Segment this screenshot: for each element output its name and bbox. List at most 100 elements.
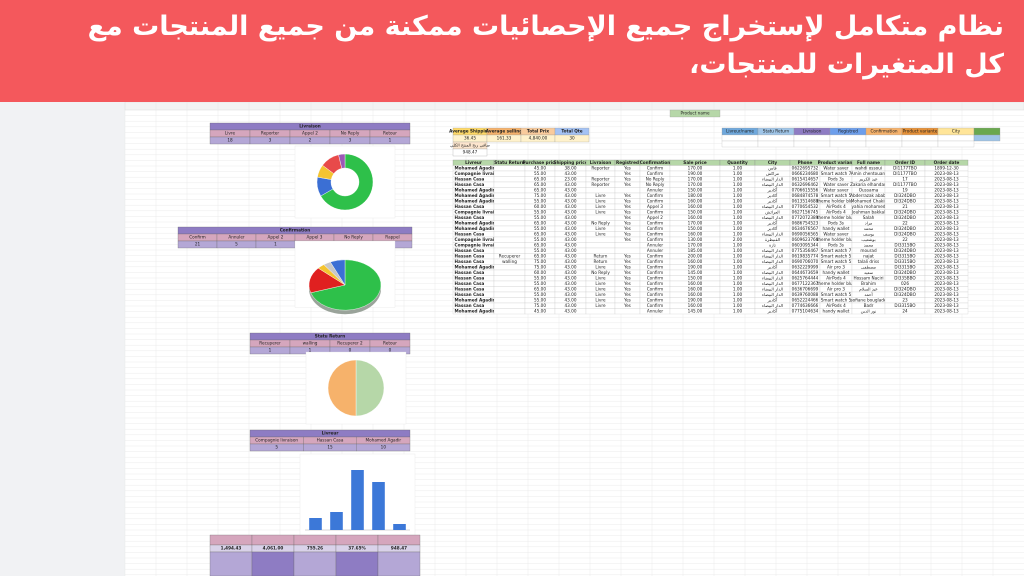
- table-cell-text: العرائش: [765, 209, 779, 214]
- table-cell-text: 75.00: [534, 193, 546, 198]
- table-header: Purchase price: [522, 160, 557, 165]
- total-header-cell: [377, 534, 421, 546]
- total-value: 755.26: [307, 546, 323, 551]
- table-cell-text: DI324DBO: [894, 215, 916, 220]
- table-cell-text: 0666234680: [792, 171, 819, 176]
- table-cell-text: Mohamed Agadir: [455, 165, 496, 170]
- filter-dropdown: [865, 134, 903, 142]
- banner: نظام متكامل لإستخراج جميع الإحصائيات ممك…: [0, 0, 1024, 102]
- table-cell-text: 43.00: [565, 297, 577, 302]
- table-cell-text: theme holder blue: [817, 215, 856, 220]
- widget-header: Recuperer 2: [337, 341, 363, 346]
- table-cell-text: 2023-08-13: [934, 226, 959, 231]
- table-cell-text: AirPods 4: [826, 204, 846, 209]
- table-cell-text: Yes: [623, 281, 631, 286]
- widget-value: 1: [269, 348, 272, 353]
- table-cell-text: 2023-08-13: [934, 187, 959, 192]
- table-cell-text: Livre: [595, 292, 606, 297]
- summary-value: 4,840.00: [529, 136, 548, 141]
- table-cell-text: أكادير: [767, 307, 778, 313]
- table-cell-text: 43.00: [565, 259, 577, 264]
- table-cell-text: Reporter: [591, 182, 609, 187]
- table-cell-text: 65.00: [534, 286, 546, 291]
- table-cell-text: Yes: [623, 204, 631, 209]
- table-cell-text: Annuler: [647, 248, 664, 253]
- table-cell-text: 43.00: [565, 231, 577, 236]
- table-cell-text: مراد: [865, 220, 873, 225]
- table-cell-text: 180.00: [688, 193, 703, 198]
- table-cell-text: 1.00: [733, 176, 743, 181]
- table-cell-text: 0686754523: [792, 220, 819, 225]
- table-cell-text: handy wallet: [823, 308, 850, 313]
- table-cell: [493, 269, 526, 276]
- filter-dropdown: [757, 134, 795, 142]
- widget-value-cell: [369, 136, 411, 145]
- profit-value: 948.47: [463, 150, 478, 155]
- table-cell-text: 1.00: [733, 209, 743, 214]
- table-cell-text: DI1177TBO: [893, 171, 917, 176]
- table-cell-text: 1.00: [733, 231, 743, 236]
- table-cell: [493, 286, 526, 293]
- table-cell-text: Yes: [623, 198, 631, 203]
- table-cell-text: 1.00: [733, 275, 743, 280]
- table-cell-text: Appel 3: [647, 204, 663, 209]
- table-cell-text: الدار البيضاء: [762, 286, 783, 291]
- table-cell-text: 1.00: [733, 220, 743, 225]
- table-cell-text: 0772072389: [792, 215, 819, 220]
- table-cell-text: 43.00: [565, 281, 577, 286]
- table-cell-text: Confirm: [647, 286, 664, 291]
- table-cell: [493, 209, 526, 216]
- table-cell-text: Annuler: [647, 308, 664, 313]
- table-cell-text: Compagnie livraison: [455, 242, 503, 247]
- pie-slice: [338, 153, 346, 169]
- table-cell-text: 75.00: [534, 259, 546, 264]
- table-cell-text: Jouhman bakkal: [851, 209, 885, 214]
- total-header-cell: [335, 534, 379, 546]
- table-cell-text: الدار البيضاء: [762, 281, 783, 286]
- widget-header: Confirm: [189, 235, 206, 240]
- table-header: Statu Return: [494, 160, 524, 165]
- filter-header: Product variante: [903, 129, 938, 134]
- widget-title: Livraison: [299, 124, 321, 129]
- table-cell-text: أكادير: [767, 186, 778, 192]
- table-cell-text: Appel 2: [647, 215, 663, 220]
- total-value: 1,494.43: [221, 546, 242, 551]
- table-cell-text: 24: [902, 308, 908, 313]
- table-cell-text: 21: [902, 204, 908, 209]
- table-cell-text: Confirm: [647, 171, 664, 176]
- table-cell-text: أكادير: [767, 219, 778, 225]
- table-cell-text: 1.00: [733, 248, 743, 253]
- table-cell-text: No Reply: [646, 182, 665, 187]
- table-cell: [614, 308, 641, 315]
- table-cell-text: 2023-08-13: [934, 259, 959, 264]
- table-cell-text: 43.00: [565, 248, 577, 253]
- table-cell-text: Livre: [595, 193, 606, 198]
- table-cell-text: DI3315BO: [894, 242, 916, 247]
- table-cell-text: 65.00: [534, 231, 546, 236]
- table-cell-text: Livre: [595, 204, 606, 209]
- bar: [330, 512, 343, 530]
- table-cell-text: الدار البيضاء: [762, 270, 783, 275]
- table-header: City: [768, 160, 778, 165]
- widget-value: 1: [389, 138, 392, 143]
- table-cell-text: mourad: [860, 248, 877, 253]
- table-cell-text: 43.00: [565, 220, 577, 225]
- table-cell-text: 0603095344: [792, 242, 819, 247]
- table-cell-text: 43.00: [565, 264, 577, 269]
- widget-value: 10: [381, 445, 387, 450]
- table-cell-text: 200.00: [688, 253, 703, 258]
- table-cell-text: Yes: [623, 209, 631, 214]
- filter-dropdown: [721, 134, 759, 142]
- table-cell-text: Confirm: [647, 237, 664, 242]
- table-cell-text: Hassan Casa: [455, 259, 485, 264]
- table-cell-text: 170.00: [688, 182, 703, 187]
- table-cell-text: Amin chentouani: [851, 171, 887, 176]
- table-cell-text: 2023-08-13: [934, 297, 959, 302]
- table-cell-text: 43.00: [565, 209, 577, 214]
- widget-header: Rappel: [385, 235, 399, 240]
- table-header: Shipping price: [553, 160, 587, 165]
- table-cell: [493, 275, 526, 282]
- table-cell-text: 43.00: [565, 171, 577, 176]
- table-cell: [493, 170, 526, 177]
- table-cell-text: wahdi ossoui: [855, 165, 882, 170]
